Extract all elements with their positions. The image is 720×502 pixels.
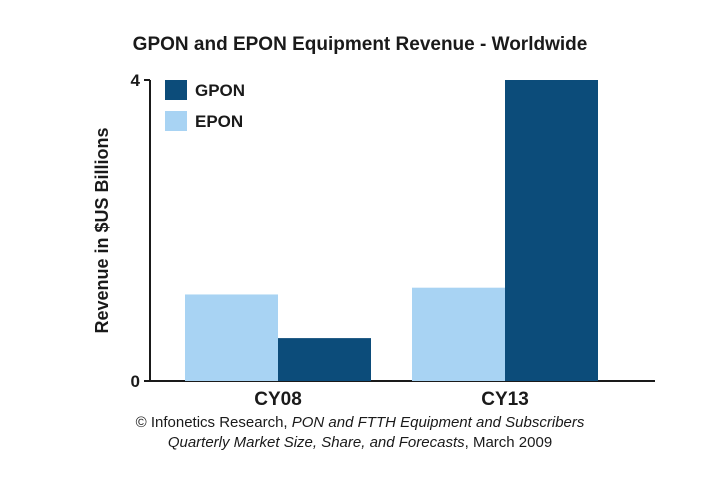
y-tick-label: 0	[131, 372, 140, 391]
bar-epon-cy13	[412, 287, 505, 381]
chart-title: GPON and EPON Equipment Revenue - Worldw…	[132, 34, 588, 55]
y-axis-label: Revenue in $US Billions	[92, 127, 112, 333]
x-tick-label: CY08	[254, 389, 302, 410]
x-tick-label: CY13	[481, 389, 529, 410]
source-date: , March 2009	[464, 434, 553, 451]
source-report-title: PON and FTTH Equipment and Subscribers	[291, 414, 585, 431]
legend-swatch-gpon	[165, 80, 187, 100]
legend-label-epon: EPON	[195, 112, 243, 131]
source-report-subtitle: Quarterly Market Size, Share, and Foreca…	[167, 434, 465, 451]
legend-swatch-epon	[165, 111, 187, 131]
source-caption-line-2: Quarterly Market Size, Share, and Foreca…	[0, 434, 720, 451]
source-caption-line-1: © Infonetics Research, PON and FTTH Equi…	[0, 414, 720, 431]
y-tick-label: 4	[131, 71, 141, 90]
source-prefix: © Infonetics Research,	[135, 414, 292, 431]
bar-epon-cy08	[185, 294, 278, 381]
legend-label-gpon: GPON	[195, 81, 245, 100]
bar-gpon-cy08	[278, 338, 371, 381]
bar-gpon-cy13	[505, 80, 598, 381]
